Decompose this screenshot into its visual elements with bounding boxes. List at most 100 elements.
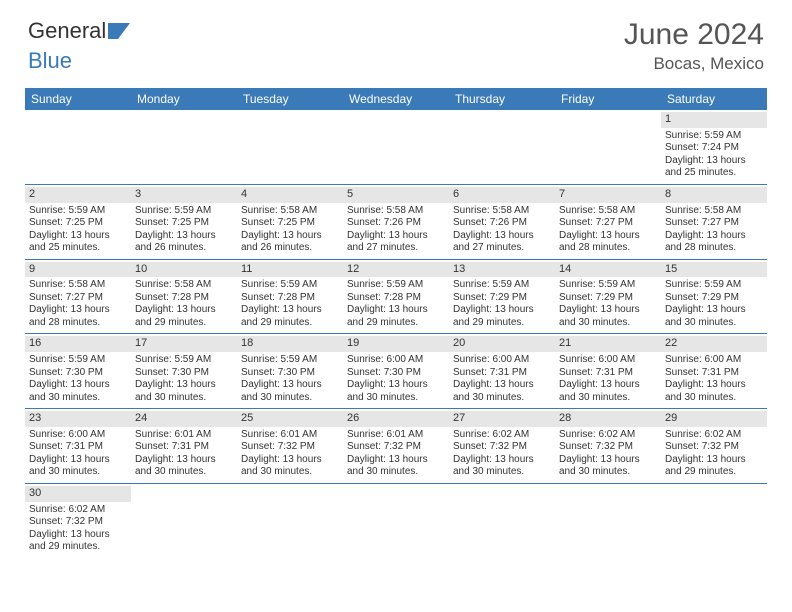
day-number: 24	[131, 411, 237, 427]
sunrise-text: Sunrise: 6:01 AM	[135, 429, 233, 442]
sunset-text: Sunset: 7:31 PM	[29, 441, 127, 454]
day-number: 2	[25, 187, 131, 203]
empty-cell	[131, 110, 237, 184]
day-number: 20	[449, 336, 555, 352]
day-cell: 16Sunrise: 5:59 AMSunset: 7:30 PMDayligh…	[25, 334, 131, 408]
daylight-text: Daylight: 13 hours and 28 minutes.	[29, 304, 127, 329]
sunset-text: Sunset: 7:30 PM	[241, 367, 339, 380]
sunrise-text: Sunrise: 6:01 AM	[241, 429, 339, 442]
day-header: Sunday	[25, 88, 131, 110]
sunrise-text: Sunrise: 5:59 AM	[135, 205, 233, 218]
sunset-text: Sunset: 7:27 PM	[559, 217, 657, 230]
day-number: 17	[131, 336, 237, 352]
day-cell: 1Sunrise: 5:59 AMSunset: 7:24 PMDaylight…	[661, 110, 767, 184]
day-number: 13	[449, 262, 555, 278]
brand-part2: Blue	[28, 48, 72, 74]
daylight-text: Daylight: 13 hours and 27 minutes.	[453, 230, 551, 255]
empty-cell	[237, 110, 343, 184]
day-header: Wednesday	[343, 88, 449, 110]
daylight-text: Daylight: 13 hours and 29 minutes.	[241, 304, 339, 329]
daylight-text: Daylight: 13 hours and 30 minutes.	[665, 379, 763, 404]
sunrise-text: Sunrise: 6:00 AM	[665, 354, 763, 367]
sunrise-text: Sunrise: 6:02 AM	[665, 429, 763, 442]
sunrise-text: Sunrise: 6:00 AM	[29, 429, 127, 442]
day-number: 25	[237, 411, 343, 427]
day-number: 9	[25, 262, 131, 278]
sunset-text: Sunset: 7:31 PM	[559, 367, 657, 380]
daylight-text: Daylight: 13 hours and 25 minutes.	[29, 230, 127, 255]
sunrise-text: Sunrise: 6:02 AM	[453, 429, 551, 442]
daylight-text: Daylight: 13 hours and 29 minutes.	[29, 529, 127, 554]
day-number: 28	[555, 411, 661, 427]
day-cell: 30Sunrise: 6:02 AMSunset: 7:32 PMDayligh…	[25, 484, 131, 558]
brand-logo: General	[28, 18, 136, 44]
sunset-text: Sunset: 7:25 PM	[241, 217, 339, 230]
daylight-text: Daylight: 13 hours and 26 minutes.	[135, 230, 233, 255]
day-number: 8	[661, 187, 767, 203]
day-cell: 4 Sunrise: 5:58 AMSunset: 7:25 PMDaylight…	[237, 185, 343, 259]
weeks-container: 1Sunrise: 5:59 AMSunset: 7:24 PMDaylight…	[25, 110, 767, 558]
page-header: General June 2024 Bocas, Mexico	[0, 0, 792, 82]
sunrise-text: Sunrise: 5:59 AM	[241, 279, 339, 292]
day-number: 30	[25, 486, 131, 502]
daylight-text: Daylight: 13 hours and 29 minutes.	[453, 304, 551, 329]
title-block: June 2024 Bocas, Mexico	[624, 18, 764, 74]
day-number: 3	[131, 187, 237, 203]
sunset-text: Sunset: 7:30 PM	[135, 367, 233, 380]
sunset-text: Sunset: 7:28 PM	[135, 292, 233, 305]
sunset-text: Sunset: 7:25 PM	[135, 217, 233, 230]
empty-cell	[555, 110, 661, 184]
day-number: 4	[237, 187, 343, 203]
daylight-text: Daylight: 13 hours and 29 minutes.	[347, 304, 445, 329]
day-number: 18	[237, 336, 343, 352]
day-number: 6	[449, 187, 555, 203]
empty-cell	[131, 484, 237, 558]
day-header: Thursday	[449, 88, 555, 110]
daylight-text: Daylight: 13 hours and 30 minutes.	[29, 379, 127, 404]
daylight-text: Daylight: 13 hours and 29 minutes.	[665, 454, 763, 479]
sunset-text: Sunset: 7:32 PM	[453, 441, 551, 454]
day-number: 16	[25, 336, 131, 352]
week-row: 1Sunrise: 5:59 AMSunset: 7:24 PMDaylight…	[25, 110, 767, 185]
sunset-text: Sunset: 7:31 PM	[453, 367, 551, 380]
empty-cell	[555, 484, 661, 558]
daylight-text: Daylight: 13 hours and 30 minutes.	[135, 454, 233, 479]
daylight-text: Daylight: 13 hours and 30 minutes.	[559, 454, 657, 479]
day-cell: 7Sunrise: 5:58 AMSunset: 7:27 PMDaylight…	[555, 185, 661, 259]
day-cell: 13Sunrise: 5:59 AMSunset: 7:29 PMDayligh…	[449, 260, 555, 334]
daylight-text: Daylight: 13 hours and 30 minutes.	[559, 304, 657, 329]
sunset-text: Sunset: 7:25 PM	[29, 217, 127, 230]
day-number: 27	[449, 411, 555, 427]
day-header: Saturday	[661, 88, 767, 110]
day-number: 10	[131, 262, 237, 278]
day-number: 7	[555, 187, 661, 203]
daylight-text: Daylight: 13 hours and 28 minutes.	[665, 230, 763, 255]
sunrise-text: Sunrise: 5:58 AM	[29, 279, 127, 292]
day-header: Tuesday	[237, 88, 343, 110]
daylight-text: Daylight: 13 hours and 30 minutes.	[347, 379, 445, 404]
sunset-text: Sunset: 7:32 PM	[347, 441, 445, 454]
day-number: 26	[343, 411, 449, 427]
day-cell: 9Sunrise: 5:58 AMSunset: 7:27 PMDaylight…	[25, 260, 131, 334]
day-cell: 22Sunrise: 6:00 AMSunset: 7:31 PMDayligh…	[661, 334, 767, 408]
sunset-text: Sunset: 7:24 PM	[665, 142, 763, 155]
empty-cell	[661, 484, 767, 558]
day-cell: 11Sunrise: 5:59 AMSunset: 7:28 PMDayligh…	[237, 260, 343, 334]
sunset-text: Sunset: 7:27 PM	[29, 292, 127, 305]
location-label: Bocas, Mexico	[624, 54, 764, 74]
sunset-text: Sunset: 7:29 PM	[665, 292, 763, 305]
sunrise-text: Sunrise: 5:59 AM	[559, 279, 657, 292]
logo-flag-icon	[108, 21, 136, 41]
sunrise-text: Sunrise: 5:58 AM	[347, 205, 445, 218]
sunrise-text: Sunrise: 5:58 AM	[241, 205, 339, 218]
day-number: 21	[555, 336, 661, 352]
daylight-text: Daylight: 13 hours and 26 minutes.	[241, 230, 339, 255]
sunset-text: Sunset: 7:26 PM	[347, 217, 445, 230]
sunset-text: Sunset: 7:29 PM	[453, 292, 551, 305]
day-cell: 12Sunrise: 5:59 AMSunset: 7:28 PMDayligh…	[343, 260, 449, 334]
sunrise-text: Sunrise: 6:00 AM	[453, 354, 551, 367]
daylight-text: Daylight: 13 hours and 30 minutes.	[453, 454, 551, 479]
day-cell: 6Sunrise: 5:58 AMSunset: 7:26 PMDaylight…	[449, 185, 555, 259]
day-cell: 18Sunrise: 5:59 AMSunset: 7:30 PMDayligh…	[237, 334, 343, 408]
day-cell: 23Sunrise: 6:00 AMSunset: 7:31 PMDayligh…	[25, 409, 131, 483]
